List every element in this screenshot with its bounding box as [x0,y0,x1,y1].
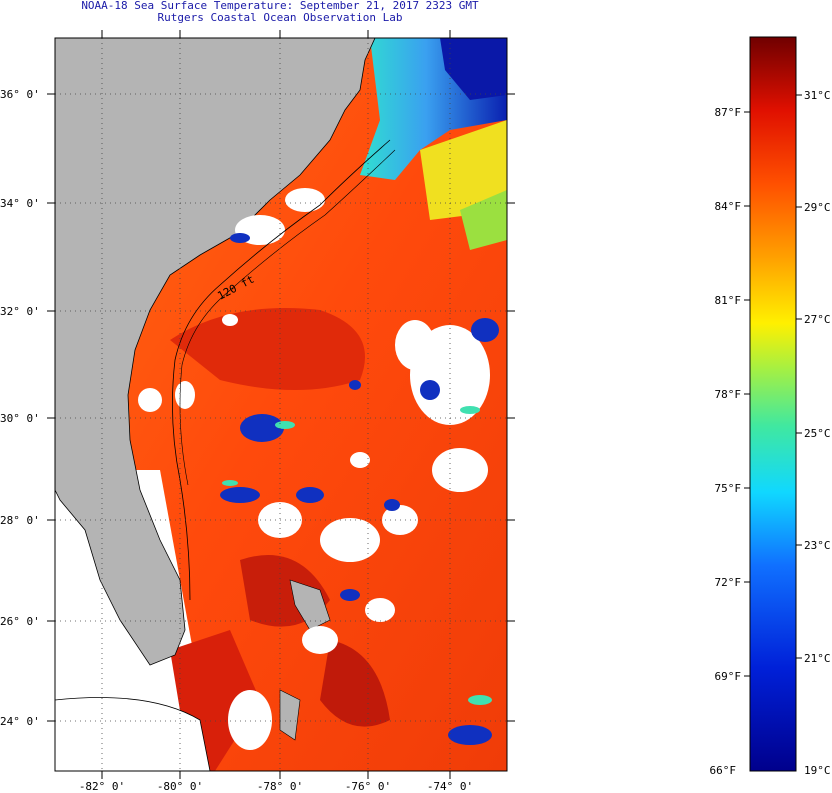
colorbar-f-label: 84°F [715,200,742,213]
sst-map: 120 ft 36° 0' [0,30,515,793]
isobath-contour [172,139,391,601]
colorbar-f-label: 72°F [715,576,742,589]
lon-label: -80° 0' [157,780,203,793]
map-title: NOAA-18 Sea Surface Temperature: Septemb… [81,0,479,12]
lat-label: 32° 0' [0,305,40,318]
map-subtitle: Rutgers Coastal Ocean Observation Lab [157,11,403,24]
colorbar-c-label: 29°C [804,201,831,214]
land-mass [55,38,376,666]
colorbar-f-label: 78°F [715,388,742,401]
lat-label: 24° 0' [0,715,40,728]
bahamas [289,579,331,631]
lat-label: 30° 0' [0,412,40,425]
colorbar-c-label: 25°C [804,427,831,440]
colorbar-f-label: 66°F [710,764,737,777]
hot-zone [170,308,365,390]
lon-label: -82° 0' [79,780,125,793]
lon-label: -78° 0' [257,780,303,793]
colorbar-f-label: 75°F [715,482,742,495]
warm-band [420,120,507,220]
colorbar-f-label: 69°F [715,670,742,683]
colorbar-c-label: 19°C [804,764,831,777]
graticule [55,38,507,771]
colorbar-gradient [749,36,797,772]
colorbar-f-label: 87°F [715,106,742,119]
map-frame [54,37,508,772]
lon-label: -76° 0' [345,780,391,793]
colorbar-f-label: 81°F [715,294,742,307]
axis-ticks [47,30,515,779]
colorbar-c-label: 27°C [804,313,831,326]
lon-label: -74° 0' [427,780,473,793]
colorbar-c-label: 21°C [804,652,831,665]
lat-label: 36° 0' [0,88,40,101]
lat-label: 26° 0' [0,615,40,628]
lat-label: 28° 0' [0,514,40,527]
lat-label: 34° 0' [0,197,40,210]
cold-patches [220,233,499,745]
colorbar-c-label: 23°C [804,539,831,552]
colorbar-c-label: 31°C [804,89,831,102]
colorbar: 87°F 84°F 81°F 78°F 75°F 72°F 69°F 66°F … [710,36,831,777]
